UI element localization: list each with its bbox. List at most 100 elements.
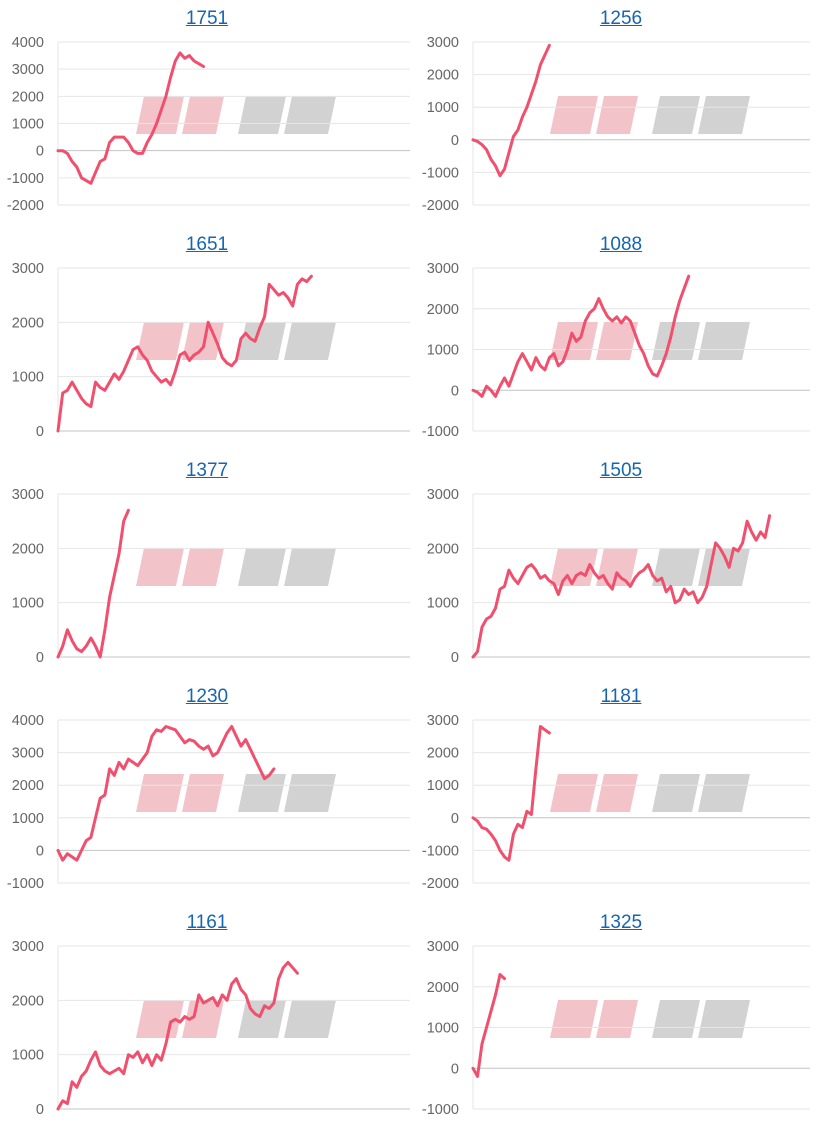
watermark-block: [652, 1000, 700, 1038]
series-line: [56, 508, 130, 659]
y-tick-label: 3000: [12, 261, 44, 277]
y-tick-label: 3000: [427, 939, 459, 955]
y-tick-label: 1000: [427, 343, 459, 359]
y-tick-label: -1000: [422, 843, 459, 859]
chart-title-link[interactable]: 1377: [185, 460, 229, 481]
series-line: [471, 274, 691, 398]
series-line: [471, 973, 506, 1078]
watermark-block: [596, 548, 638, 586]
chart-panel: 1325 -1000 0 1000 2000 3000: [414, 904, 828, 1130]
watermark-block: [284, 322, 336, 360]
series-line: [471, 514, 772, 659]
watermark-block: [596, 96, 638, 134]
series-line: [471, 725, 551, 862]
watermark-block: [550, 1000, 598, 1038]
y-tick-label: 3000: [427, 713, 459, 729]
y-tick-label: 3000: [427, 487, 459, 503]
watermark-logo: [550, 96, 750, 134]
y-tick-label: 2000: [12, 541, 44, 557]
y-tick-label: 0: [36, 1102, 44, 1118]
watermark-block: [238, 1000, 286, 1038]
y-tick-label: 1000: [12, 811, 44, 827]
y-tick-label: 2000: [427, 68, 459, 84]
y-tick-label: 3000: [427, 261, 459, 277]
chart-title-link[interactable]: 1256: [599, 8, 643, 29]
watermark-logo: [550, 1000, 750, 1038]
watermark-logo: [550, 548, 750, 586]
line-chart: -1000 0 1000 2000 3000 4000: [7, 713, 410, 892]
line-chart: 0 1000 2000 3000: [12, 939, 410, 1118]
y-tick-label: 2000: [12, 315, 44, 331]
chart-title-link[interactable]: 1230: [185, 686, 229, 707]
watermark-block: [284, 774, 336, 812]
watermark-block: [136, 322, 184, 360]
y-tick-label: 1000: [427, 596, 459, 612]
watermark-block: [652, 548, 700, 586]
line-chart: -1000 0 1000 2000 3000: [422, 939, 810, 1118]
series-line: [56, 274, 313, 433]
watermark-block: [238, 96, 286, 134]
y-tick-label: 3000: [12, 939, 44, 955]
y-tick-label: 0: [36, 144, 44, 160]
y-tick-label: 0: [36, 650, 44, 666]
y-tick-label: 1000: [427, 1021, 459, 1037]
y-tick-label: -2000: [7, 198, 44, 214]
y-tick-label: 4000: [12, 35, 44, 51]
chart-panel: 1651 0 1000 2000 3000: [0, 226, 414, 452]
chart-panel: 1161 0 1000 2000 3000: [0, 904, 414, 1130]
watermark-logo: [136, 1000, 336, 1038]
chart-title-link[interactable]: 1325: [599, 912, 643, 933]
chart-panel: 1505 0 1000 2000 3000: [414, 452, 828, 678]
y-tick-label: 0: [451, 1061, 459, 1077]
watermark-block: [284, 548, 336, 586]
y-tick-label: 3000: [12, 746, 44, 762]
y-tick-label: 0: [451, 811, 459, 827]
line-chart: -2000 -1000 0 1000 2000 3000: [422, 713, 810, 892]
y-tick-label: -2000: [422, 876, 459, 892]
chart-title-link[interactable]: 1651: [185, 234, 229, 255]
y-tick-label: 2000: [427, 302, 459, 318]
y-tick-label: 2000: [427, 746, 459, 762]
y-tick-label: -2000: [422, 198, 459, 214]
watermark-block: [596, 774, 638, 812]
chart-panel: 1256 -2000 -1000 0 1000 2000 3000: [414, 0, 828, 226]
watermark-logo: [136, 548, 336, 586]
watermark-logo: [136, 774, 336, 812]
y-tick-label: 1000: [12, 596, 44, 612]
y-tick-label: -1000: [422, 165, 459, 181]
y-tick-label: 0: [451, 133, 459, 149]
y-tick-label: 3000: [427, 35, 459, 51]
chart-title-link[interactable]: 1088: [599, 234, 643, 255]
y-tick-label: -1000: [7, 171, 44, 187]
watermark-block: [182, 548, 224, 586]
y-tick-label: 1000: [12, 117, 44, 133]
y-tick-label: 0: [36, 843, 44, 859]
chart-title-link[interactable]: 1181: [600, 686, 642, 707]
y-tick-label: 1000: [427, 778, 459, 794]
chart-panel: 1377 0 1000 2000 3000: [0, 452, 414, 678]
line-chart: 0 1000 2000 3000: [12, 487, 410, 666]
y-tick-label: 0: [451, 383, 459, 399]
chart-title-link[interactable]: 1505: [599, 460, 643, 481]
chart-title-link[interactable]: 1161: [186, 912, 228, 933]
watermark-block: [550, 96, 598, 134]
y-tick-label: 2000: [427, 980, 459, 996]
watermark-block: [698, 322, 750, 360]
series-line: [56, 960, 299, 1111]
chart-panel: 1088 -1000 0 1000 2000 3000: [414, 226, 828, 452]
series-line: [56, 51, 205, 185]
watermark-block: [238, 548, 286, 586]
watermark-block: [182, 1000, 224, 1038]
watermark-block: [136, 774, 184, 812]
chart-title-link[interactable]: 1751: [185, 8, 229, 29]
y-tick-label: 1000: [12, 1048, 44, 1064]
watermark-block: [550, 774, 598, 812]
watermark-block: [596, 1000, 638, 1038]
watermark-block: [698, 774, 750, 812]
y-tick-label: 1000: [427, 100, 459, 116]
y-tick-label: 3000: [12, 62, 44, 78]
line-chart: 0 1000 2000 3000: [427, 487, 810, 666]
line-chart: -2000 -1000 0 1000 2000 3000: [422, 35, 810, 214]
watermark-logo: [136, 322, 336, 360]
